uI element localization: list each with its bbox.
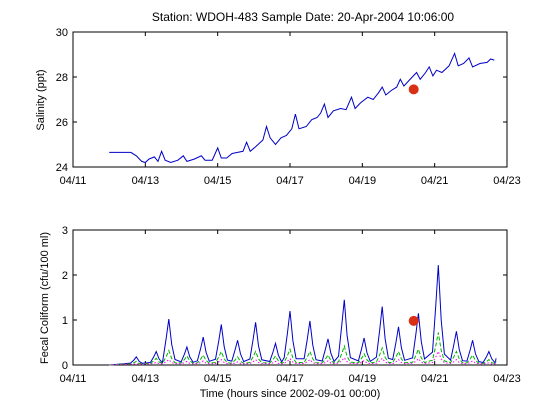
coliform-y-axis-label: Fecal Coliform (cfu/100 ml) xyxy=(39,232,51,364)
coliform-line-dashed xyxy=(109,332,497,366)
sample-point-marker xyxy=(408,84,419,95)
salinity-axes: Salinity (ppt) 04/11 04/13 04/15 04/17 04/19… xyxy=(35,27,521,187)
coliform-line-dotted xyxy=(109,350,497,366)
y-tick-label: 30 xyxy=(56,27,68,39)
coliform-axes: Fecal Coliform (cfu/100 ml) Time (hours … xyxy=(39,225,521,400)
y-tick-label: 3 xyxy=(62,225,68,237)
y-tick-label: 24 xyxy=(56,162,68,174)
coliform-plot-frame xyxy=(72,229,508,366)
coliform-series xyxy=(109,265,497,366)
y-tick-label: 1 xyxy=(62,315,68,327)
salinity-y-ticks: 24 26 28 30 xyxy=(56,27,507,174)
x-tick-label: 04/11 xyxy=(60,175,87,187)
chart-title: Station: WDOH-483 Sample Date: 20-Apr-20… xyxy=(152,10,454,24)
salinity-line xyxy=(109,51,495,164)
x-tick-label: 04/17 xyxy=(276,373,304,385)
x-tick-label: 04/19 xyxy=(349,373,377,385)
sample-point-marker xyxy=(408,315,419,326)
coliform-y-ticks: 0 1 2 3 xyxy=(62,225,507,372)
x-tick-label: 04/15 xyxy=(204,175,232,187)
salinity-series xyxy=(109,51,495,164)
y-tick-label: 26 xyxy=(56,117,68,129)
salinity-y-axis-label: Salinity (ppt) xyxy=(35,69,47,130)
x-tick-label: 04/17 xyxy=(276,175,304,187)
y-tick-label: 0 xyxy=(62,360,68,372)
salinity-plot-frame xyxy=(72,31,508,168)
coliform-x-ticks: 04/11 04/13 04/15 04/17 04/19 04/21 04/23 xyxy=(60,230,521,385)
x-tick-label: 04/21 xyxy=(421,175,449,187)
x-tick-label: 04/19 xyxy=(349,175,377,187)
x-tick-label: 04/15 xyxy=(204,373,232,385)
y-tick-label: 2 xyxy=(62,270,68,282)
coliform-line-solid xyxy=(109,265,497,366)
salinity-x-ticks: 04/11 04/13 04/15 04/17 04/19 04/21 04/23 xyxy=(60,32,521,187)
x-tick-label: 04/13 xyxy=(132,373,160,385)
x-tick-label: 04/23 xyxy=(493,175,521,187)
x-tick-label: 04/21 xyxy=(421,373,449,385)
coliform-x-axis-label: Time (hours since 2002-09-01 00:00) xyxy=(200,388,381,400)
y-tick-label: 28 xyxy=(56,72,68,84)
x-tick-label: 04/13 xyxy=(132,175,160,187)
x-tick-label: 04/23 xyxy=(493,373,521,385)
x-tick-label: 04/11 xyxy=(60,373,87,385)
